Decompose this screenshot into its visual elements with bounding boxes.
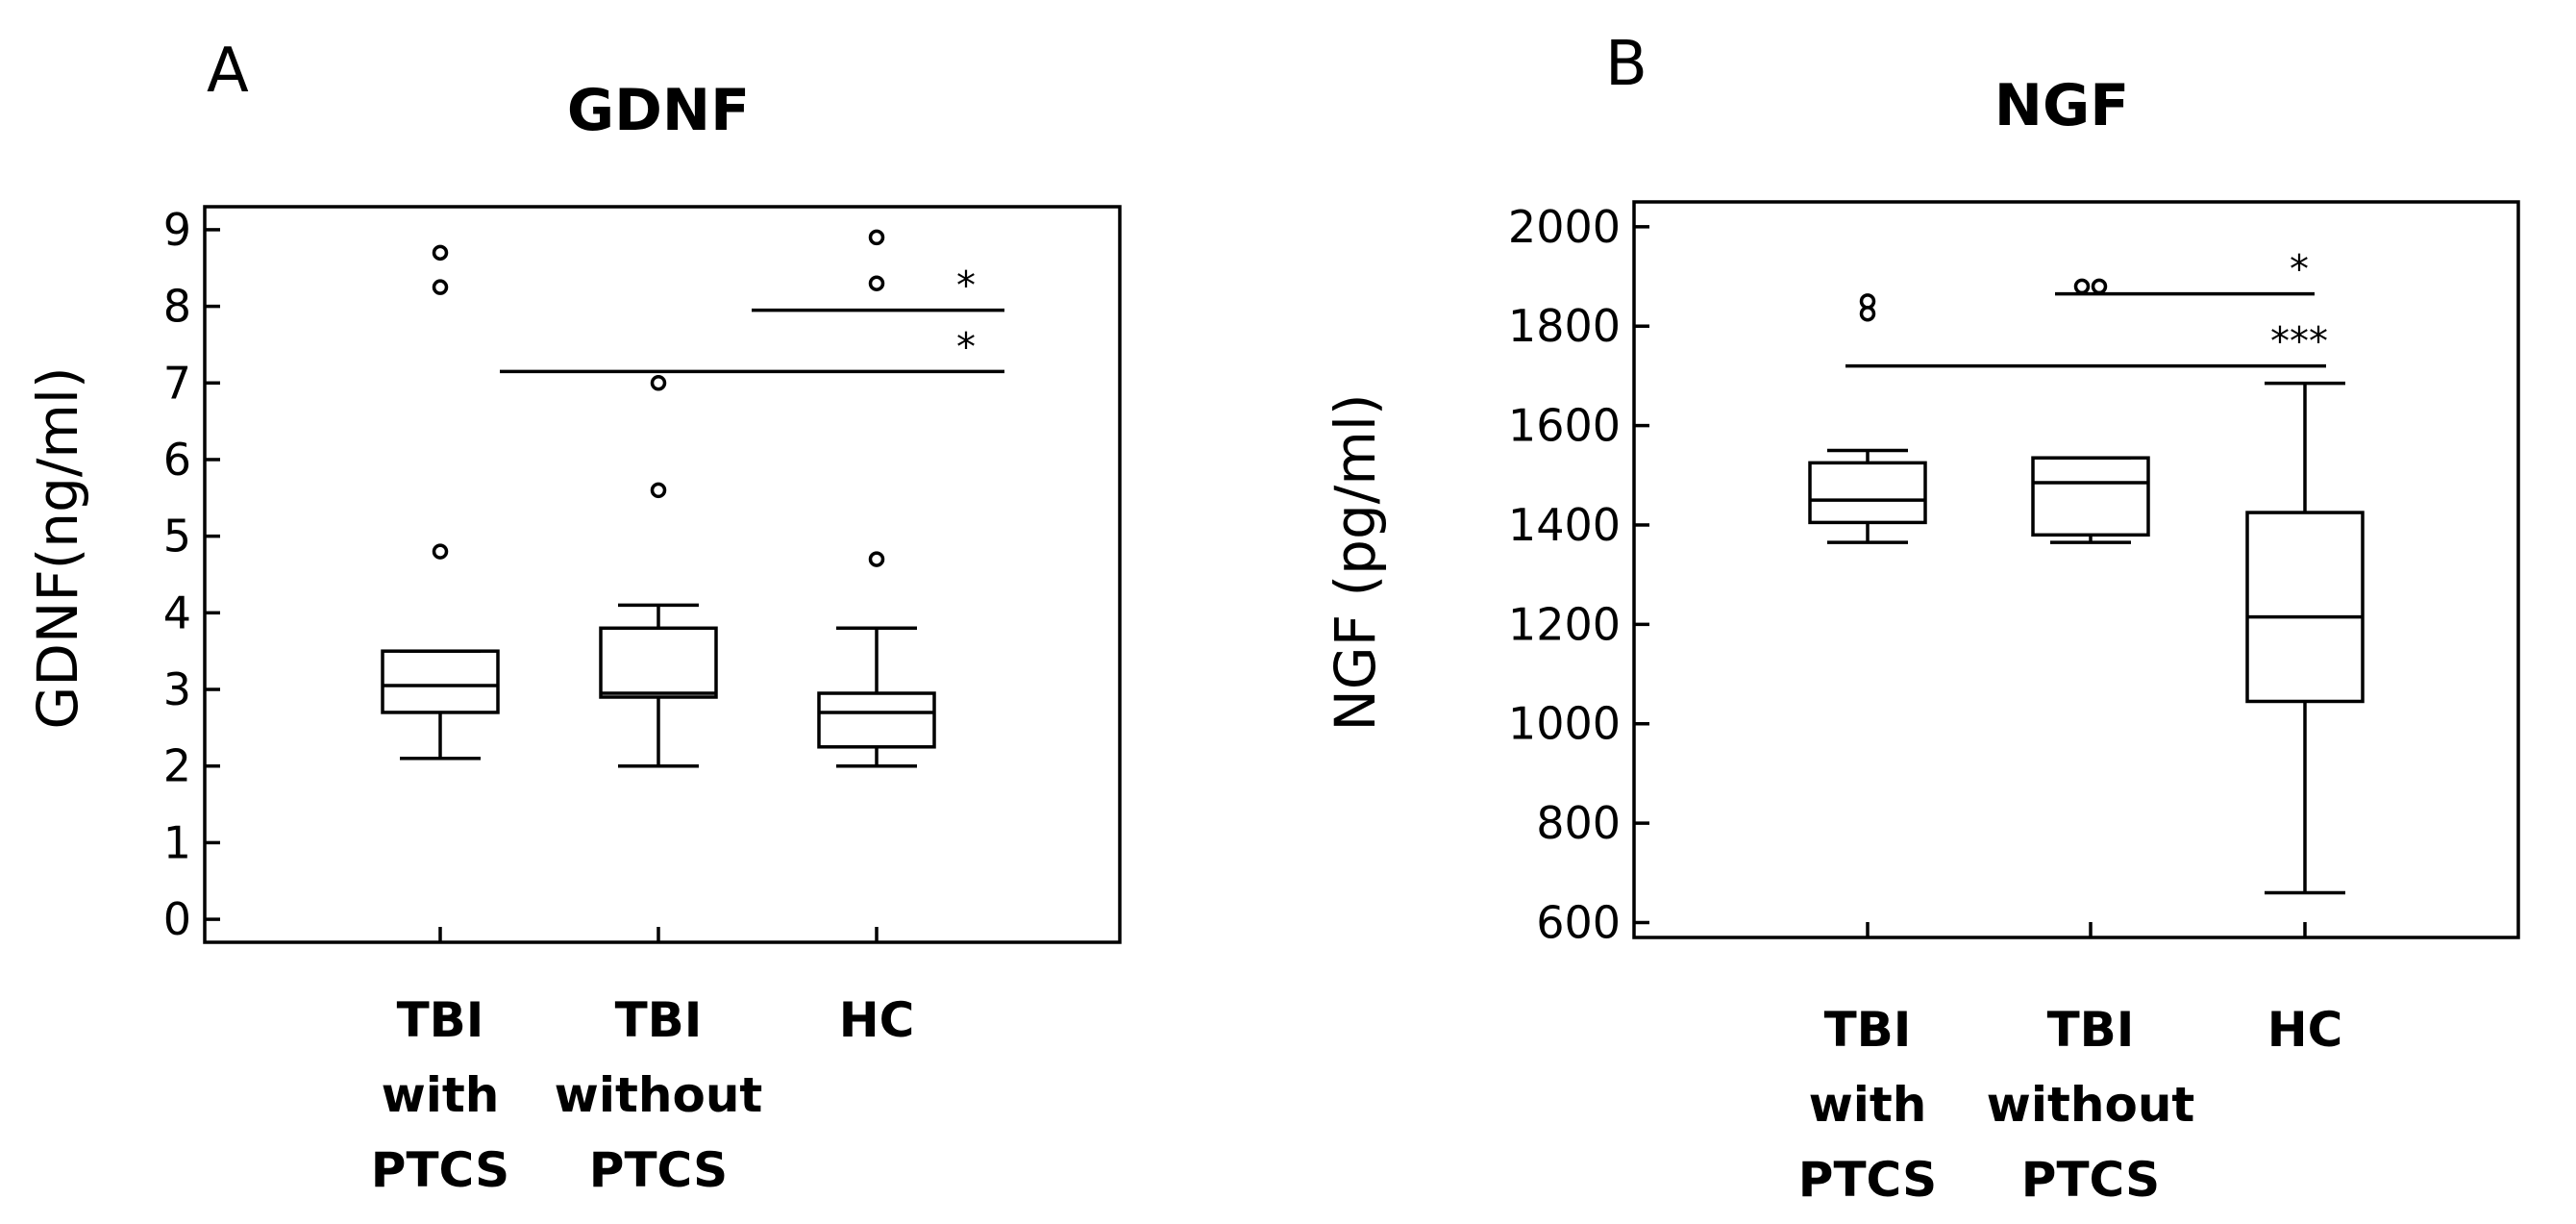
category-label-0-0: TBI xyxy=(397,992,484,1048)
outlier-1-1 xyxy=(650,375,667,391)
outlier-0-1 xyxy=(432,279,449,295)
y-tick-label-4: 1400 xyxy=(1508,499,1621,551)
significance-gdnf: ** xyxy=(500,264,1004,374)
outlier-1-0 xyxy=(650,482,667,499)
category-label-2-0: HC xyxy=(2267,1002,2343,1058)
y-tick-label-2: 2 xyxy=(163,740,191,792)
category-label-1-1: without xyxy=(555,1067,763,1123)
category-label-0-2: PTCS xyxy=(1798,1152,1937,1208)
box-1 xyxy=(599,626,718,699)
panel-letter-a: A xyxy=(207,36,249,107)
y-tick-label-7: 2000 xyxy=(1508,201,1621,253)
y-ticks-gdnf: 0 1 2 3 4 5 6 7 8 9 xyxy=(163,204,220,945)
categories-gdnf: TBI with PTCS TBI without PTCS HC xyxy=(371,992,914,1198)
panel-b: B NGF NGF (pg/ml) 600 800 1000 1200 1400 1600… xyxy=(1323,29,2520,1208)
outlier-1-0 xyxy=(2073,278,2091,295)
category-label-0-1: with xyxy=(1809,1077,1927,1133)
box-0 xyxy=(381,649,500,714)
significance-ngf: **** xyxy=(1845,248,2328,368)
y-tick-label-4: 4 xyxy=(163,587,191,638)
box-2 xyxy=(2245,511,2365,704)
box-0 xyxy=(1808,461,1927,525)
significance-label-0: * xyxy=(956,325,976,369)
outlier-0-1 xyxy=(1859,293,1876,310)
plot-frame-ngf xyxy=(1632,200,2520,939)
category-label-2-0: HC xyxy=(839,992,915,1048)
category-label-0-1: with xyxy=(382,1067,500,1123)
category-label-1-2: PTCS xyxy=(589,1142,728,1198)
category-label-0-2: PTCS xyxy=(371,1142,509,1198)
category-label-1-2: PTCS xyxy=(2021,1152,2160,1208)
outlier-2-1 xyxy=(868,275,885,291)
outlier-2-0 xyxy=(868,551,885,567)
significance-label-1: * xyxy=(2290,248,2309,292)
category-label-1-1: without xyxy=(1987,1077,2195,1133)
y-axis-label-ngf: NGF (pg/ml) xyxy=(1323,393,1388,731)
outlier-2-2 xyxy=(868,229,885,246)
box-2 xyxy=(817,691,936,749)
y-tick-label-6: 6 xyxy=(163,434,191,486)
category-label-1-0: TBI xyxy=(615,992,703,1048)
y-tick-label-5: 1600 xyxy=(1508,400,1621,452)
y-tick-label-0: 0 xyxy=(163,893,191,945)
outlier-1-1 xyxy=(2091,278,2108,295)
y-ticks-ngf: 600 800 1000 1200 1400 1600 1800 2000 xyxy=(1508,201,1649,948)
category-label-0-0: TBI xyxy=(1824,1002,1912,1058)
y-tick-label-1: 1 xyxy=(163,816,191,868)
significance-label-1: * xyxy=(956,264,976,309)
y-tick-label-2: 1000 xyxy=(1508,698,1621,750)
y-tick-label-6: 1800 xyxy=(1508,300,1621,352)
y-tick-label-7: 7 xyxy=(163,357,191,409)
y-axis-label-gdnf: GDNF(ng/ml) xyxy=(25,366,90,729)
box-1 xyxy=(2031,456,2150,537)
y-tick-label-0: 600 xyxy=(1536,896,1621,948)
significance-label-0: *** xyxy=(2270,320,2328,364)
outlier-0-0 xyxy=(1859,306,1876,322)
outlier-0-0 xyxy=(432,543,449,560)
outlier-0-2 xyxy=(432,244,449,262)
categories-ngf: TBI with PTCS TBI without PTCS HC xyxy=(1798,1002,2342,1208)
category-label-1-0: TBI xyxy=(2047,1002,2135,1058)
y-tick-label-1: 800 xyxy=(1536,797,1621,849)
y-tick-label-8: 8 xyxy=(163,281,191,333)
plot-frame-gdnf xyxy=(203,205,1122,944)
chart-title-gdnf: GDNF xyxy=(567,77,750,144)
y-tick-label-9: 9 xyxy=(163,204,191,256)
panel-letter-b: B xyxy=(1605,29,1647,100)
y-tick-label-3: 3 xyxy=(163,663,191,715)
y-tick-label-5: 5 xyxy=(163,511,191,562)
boxes-ngf xyxy=(1808,278,2365,937)
chart-title-ngf: NGF xyxy=(1994,72,2129,139)
boxes-gdnf xyxy=(381,229,936,942)
y-tick-label-3: 1200 xyxy=(1508,598,1621,650)
